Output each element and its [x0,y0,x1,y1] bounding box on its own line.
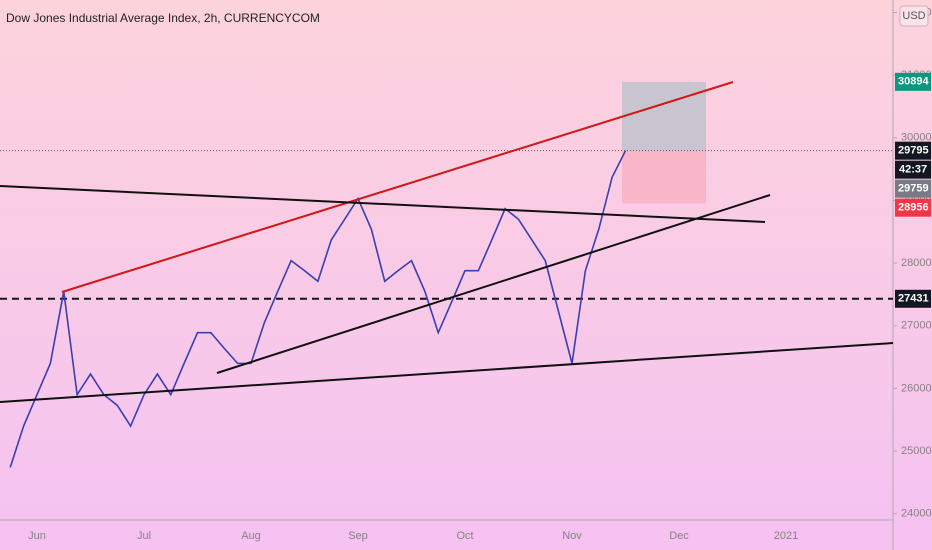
price-label-box [895,289,931,308]
trend-line [61,81,734,293]
loss-zone [622,150,706,204]
countdown: 42:37 [899,164,927,176]
price-line [9,150,627,468]
price-label-box [895,72,931,91]
currency-box[interactable] [899,5,929,27]
trend-line [216,194,771,374]
y-tick-label: 25000 [901,445,932,457]
price-label-box [895,179,931,198]
x-tick-label: Nov [562,530,582,542]
x-tick-label: Oct [456,530,473,542]
price-label: 30894 [898,76,929,88]
countdown-box [895,160,931,179]
series [9,150,627,468]
trend-line [0,185,766,223]
x-tick-label: Jul [137,530,151,542]
price-label: 28956 [898,202,929,214]
price-label-box [895,198,931,217]
price-label: 29795 [898,145,929,157]
chart-title: Dow Jones Industrial Average Index, 2h, … [6,11,320,25]
y-tick-label: 28000 [901,257,932,269]
x-tick-label: 2021 [774,530,798,542]
x-tick-label: Aug [241,530,261,542]
x-tick-label: Jun [28,530,46,542]
y-tick-label: 26000 [901,382,932,394]
price-label-box [895,141,931,160]
currency: USD [902,10,925,22]
price-label: 29759 [898,183,929,195]
y-tick-label: 27000 [901,320,932,332]
y-tick-label: 24000 [901,508,932,520]
drawings [0,81,894,403]
trend-line [0,342,894,403]
y-tick-label: 30000 [901,132,932,144]
profit-zone [622,81,706,151]
price-label: 27431 [898,293,929,305]
x-tick-label: Sep [348,530,368,542]
x-tick-label: Dec [669,530,689,542]
